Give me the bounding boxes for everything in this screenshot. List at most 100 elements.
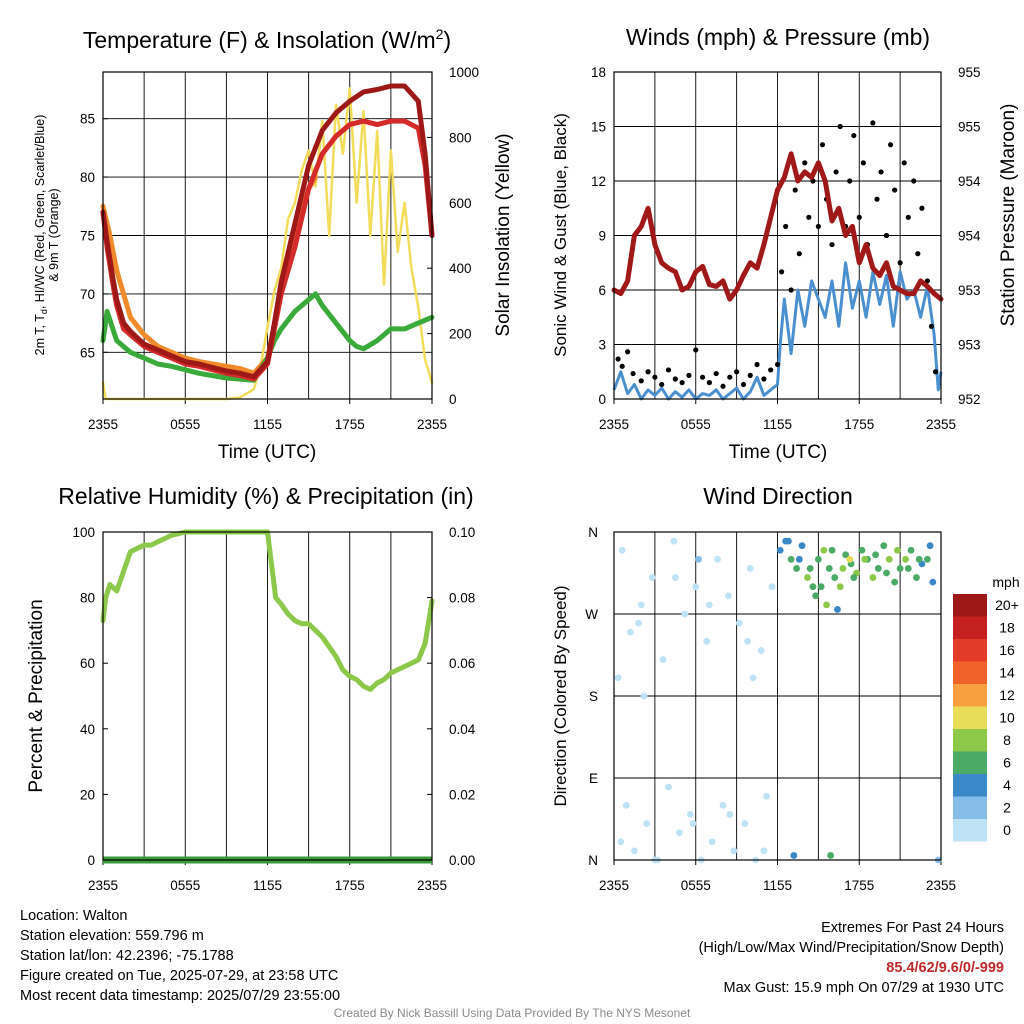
winds-gust-point <box>892 187 898 193</box>
direction-point <box>817 583 825 591</box>
humidity-right-tick-label: 0.00 <box>449 853 475 868</box>
winds-right-tick-label: 955 <box>958 65 981 80</box>
winds-gust-point <box>897 260 903 266</box>
temperature-x-axis-title: Time (UTC) <box>218 442 317 463</box>
winds-gust-point <box>768 367 774 373</box>
direction-point <box>763 792 770 800</box>
winds-y-tick-label: 0 <box>598 392 606 407</box>
direction-point <box>823 601 830 609</box>
figure-created: Figure created on Tue, 2025-07-29, at 23… <box>20 968 339 984</box>
winds-gust-point <box>706 380 712 386</box>
direction-point <box>670 537 678 545</box>
humidity-x-tick-label: 0555 <box>170 878 200 893</box>
direction-point <box>825 565 833 572</box>
winds-gust-point <box>928 323 935 329</box>
humidity-y-tick-label: 80 <box>80 591 95 606</box>
direction-y-tick-label: N <box>588 525 598 540</box>
winds-gust-point <box>754 361 760 368</box>
winds-gust-point <box>883 232 890 239</box>
winds-y-tick-label: 12 <box>591 174 606 189</box>
colorbar-swatch <box>953 616 987 639</box>
temperature-right-tick-label: 400 <box>449 261 472 276</box>
colorbar-label: 8 <box>1003 732 1011 748</box>
temperature-y-tick-label: 75 <box>80 229 95 244</box>
direction-point <box>744 637 751 645</box>
winds-y-tick-label: 18 <box>591 65 606 80</box>
direction-point <box>757 647 765 654</box>
colorbar-label: 12 <box>999 687 1015 703</box>
colorbar-swatch <box>953 639 987 662</box>
direction-point <box>635 619 642 627</box>
winds-gust-point <box>788 287 794 293</box>
temperature-left-axis-title-line2: & 9m T (Orange) <box>47 188 61 281</box>
humidity-right-tick-label: 0.10 <box>449 525 475 540</box>
extremes-title: Extremes For Past 24 Hours <box>821 920 1004 936</box>
direction-point <box>869 574 877 581</box>
winds-gust-point <box>659 381 665 388</box>
direction-point <box>891 578 899 586</box>
direction-point <box>806 565 814 572</box>
winds-right-tick-label: 953 <box>958 338 981 353</box>
temperature-right-tick-label: 800 <box>449 130 472 145</box>
direction-point <box>705 601 713 609</box>
direction-point <box>894 546 901 554</box>
winds-gust-point <box>679 380 685 386</box>
direction-point <box>787 555 795 563</box>
winds-gust-point <box>720 383 726 389</box>
direction-y-tick-label: S <box>589 689 598 704</box>
direction-point <box>703 637 711 645</box>
station-info: Location: Walton Station elevation: 559.… <box>20 906 340 1006</box>
direction-point <box>896 565 904 572</box>
colorbar-label: 10 <box>999 710 1015 726</box>
temperature-x-tick-label: 1155 <box>253 417 282 432</box>
temperature-y-tick-label: 70 <box>80 287 95 302</box>
winds-gust-point <box>713 370 719 377</box>
winds-x-tick-label: 2355 <box>926 417 956 432</box>
colorbar-swatch <box>953 661 987 684</box>
direction-point <box>836 583 844 591</box>
direction-y-tick-label: E <box>589 771 598 786</box>
winds-right-tick-label: 954 <box>958 174 981 189</box>
humidity-y-tick-label: 20 <box>80 787 95 802</box>
direction-point <box>923 555 931 563</box>
winds-gust-point <box>672 376 678 382</box>
winds-gust-point <box>802 160 808 166</box>
humidity-right-tick-label: 0.06 <box>449 656 475 671</box>
direction-point <box>659 656 667 663</box>
winds-gust-point <box>665 367 672 373</box>
colorbar-swatch <box>953 729 987 752</box>
direction-point <box>626 628 634 636</box>
direction-point <box>618 546 626 554</box>
direction-point <box>735 619 743 627</box>
direction-point <box>904 565 912 572</box>
direction-point <box>828 546 836 554</box>
direction-point <box>714 555 721 563</box>
direction-point <box>812 592 820 600</box>
direction-point <box>902 555 909 563</box>
direction-point <box>725 592 732 600</box>
winds-y-tick-label: 6 <box>598 283 606 298</box>
humidity-x-tick-label: 2355 <box>88 878 118 893</box>
humidity-right-tick-label: 0.04 <box>449 722 476 737</box>
winds-x-tick-label: 2355 <box>599 417 629 432</box>
direction-point <box>749 674 757 682</box>
direction-x-tick-label: 0555 <box>681 878 711 893</box>
colorbar-swatch <box>953 819 987 842</box>
direction-point <box>637 601 645 609</box>
temperature-plot-frame <box>102 71 433 400</box>
direction-point <box>671 574 679 581</box>
humidity-y-tick-label: 60 <box>80 656 95 671</box>
winds-gust-point <box>874 196 880 202</box>
winds-left-axis-title: Sonic Wind & Gust (Blue, Black) <box>551 113 570 357</box>
winds-gust-point <box>878 169 884 175</box>
winds-gust-point <box>829 241 835 248</box>
winds-gust-point <box>774 361 781 368</box>
recent-timestamp: Most recent data timestamp: 2025/07/29 2… <box>20 988 341 1004</box>
winds-panel-title: Winds (mph) & Pressure (mb) <box>626 24 930 50</box>
winds-x-tick-label: 1755 <box>844 417 874 432</box>
temperature-right-axis-title: Solar Insolation (Yellow) <box>493 133 514 336</box>
direction-point <box>741 820 749 827</box>
winds-gust-point <box>652 374 658 380</box>
